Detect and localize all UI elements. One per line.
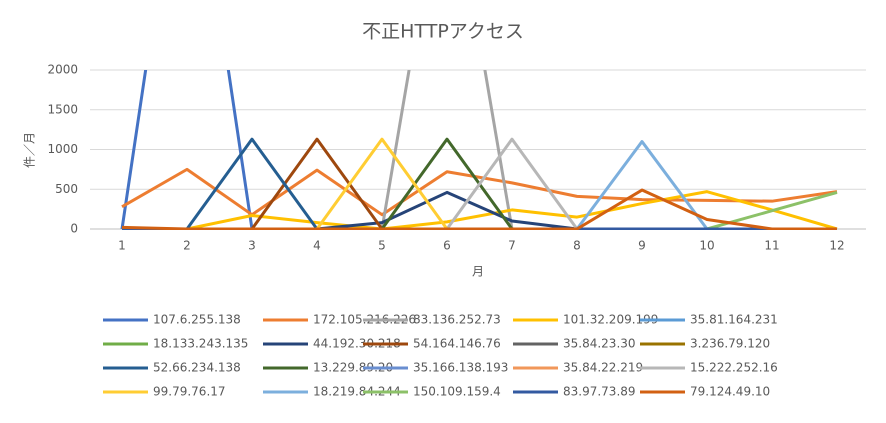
x-tick-label: 7 [508,239,516,253]
legend-label: 54.164.146.76 [413,337,501,351]
y-tick-label: 1500 [47,102,78,116]
x-tick-label: 5 [378,239,386,253]
legend-label: 83.136.252.73 [413,313,501,327]
legend-label: 107.6.255.138 [153,313,241,327]
x-tick-label: 1 [118,239,126,253]
x-axis-label: 月 [472,265,484,279]
legend: 107.6.255.138172.105.216.22683.136.252.7… [103,313,778,399]
x-tick-label: 10 [699,239,714,253]
y-axis-label: 件／月 [23,132,37,168]
legend-label: 35.81.164.231 [690,313,778,327]
legend-label: 35.84.23.30 [563,337,636,351]
legend-label: 150.109.159.4 [413,385,501,399]
legend-label: 44.192.30.218 [313,337,401,351]
x-tick-label: 11 [764,239,779,253]
x-tick-label: 3 [248,239,256,253]
legend-label: 18.133.243.135 [153,337,248,351]
x-tick-label: 8 [573,239,581,253]
series-line [121,167,838,217]
legend-label: 52.66.234.138 [153,361,241,375]
legend-label: 3.236.79.120 [690,337,770,351]
x-tick-label: 12 [829,239,844,253]
legend-label: 15.222.252.16 [690,361,778,375]
x-tick-label: 6 [443,239,451,253]
legend-label: 35.166.138.193 [413,361,508,375]
y-tick-label: 0 [70,222,78,236]
plot-area [120,70,838,230]
legend-label: 101.32.209.199 [563,313,658,327]
chart-title: 不正HTTPアクセス [362,21,524,43]
y-tick-label: 2000 [47,63,78,77]
legend-label: 83.97.73.89 [563,385,636,399]
legend-label: 13.229.89.20 [313,361,393,375]
series-line [121,188,837,230]
legend-label: 79.124.49.10 [690,385,770,399]
x-tick-label: 4 [313,239,321,253]
legend-label: 18.219.84.244 [313,385,401,399]
y-tick-label: 1000 [47,142,78,156]
series-line [122,190,838,230]
x-tick-label: 9 [638,239,646,253]
legend-label: 99.79.76.17 [153,385,226,399]
y-tick-label: 500 [55,182,78,196]
x-tick-label: 2 [183,239,191,253]
legend-label: 35.84.22.219 [563,361,643,375]
